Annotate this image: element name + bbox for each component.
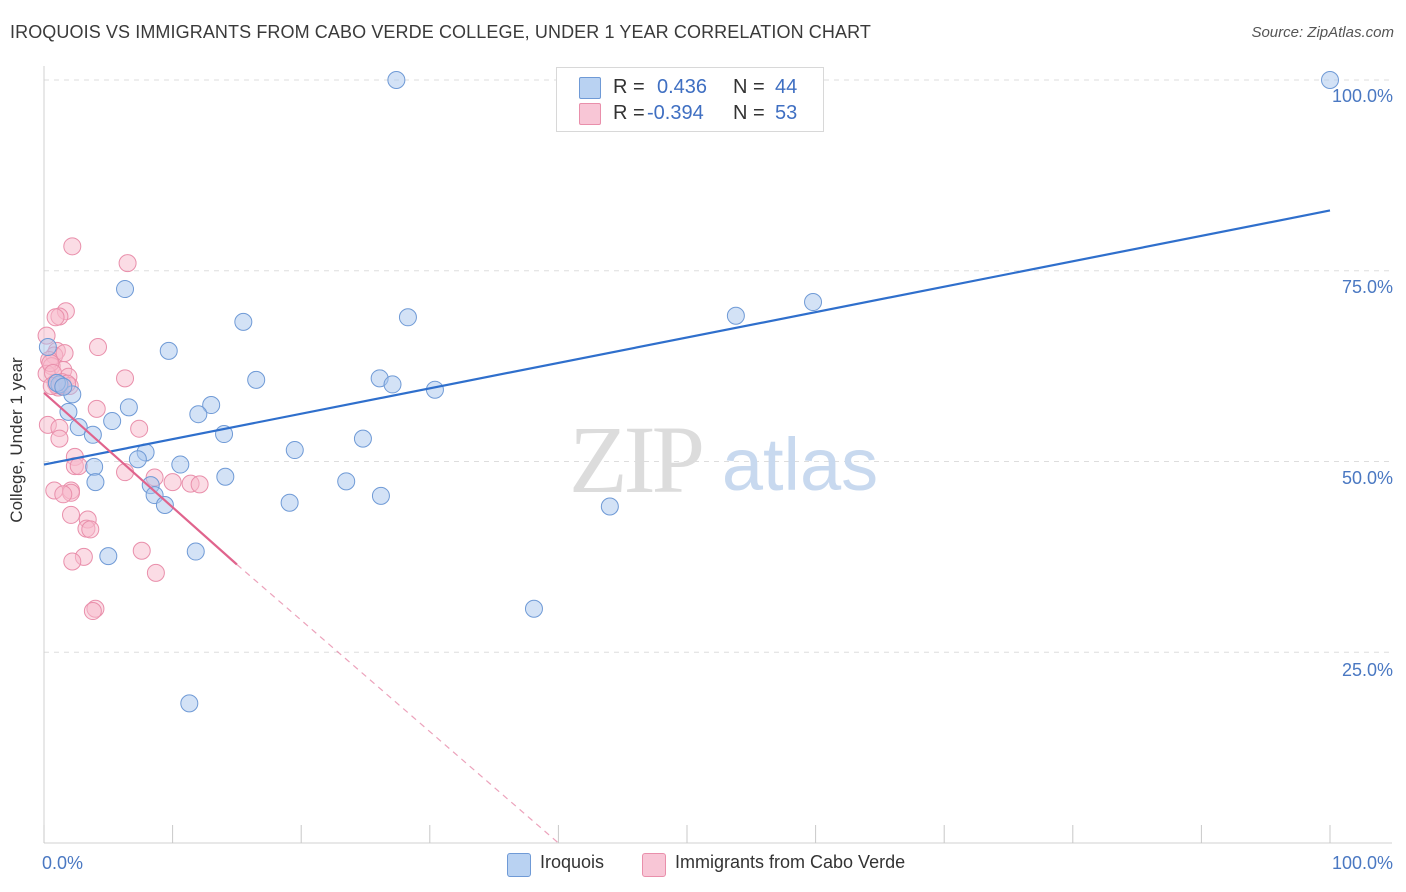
- iroquois-point: [59, 402, 78, 421]
- iroquois-point: [155, 495, 174, 514]
- iroquois-point: [726, 306, 745, 325]
- iroquois-point: [234, 312, 253, 331]
- iroquois-point: [387, 71, 406, 89]
- iroquois-point: [69, 418, 88, 437]
- cabo-verde-point: [81, 520, 100, 539]
- iroquois-point: [371, 486, 390, 505]
- cabo-verde-point: [62, 505, 81, 524]
- axes: [43, 66, 1392, 844]
- cabo-verde-point: [118, 254, 137, 273]
- chart-title: IROQUOIS VS IMMIGRANTS FROM CABO VERDE C…: [10, 22, 871, 42]
- watermark-zip: ZIP: [569, 406, 702, 513]
- series-iroquois-points: [38, 71, 1339, 713]
- bottom-legend-label: Immigrants from Cabo Verde: [675, 852, 906, 872]
- cabo-verde-point: [116, 369, 135, 388]
- iroquois-point: [285, 441, 304, 460]
- legend-r-label: R =: [613, 102, 645, 124]
- legend-n-value: 53: [775, 102, 798, 124]
- legend-swatch-pink: [579, 103, 601, 125]
- iroquois-point: [159, 341, 178, 360]
- iroquois-point: [86, 473, 105, 492]
- cabo-verde-point: [63, 237, 82, 256]
- iroquois-point: [103, 412, 122, 431]
- iroquois-point: [600, 497, 619, 516]
- cabo-verde-point: [83, 602, 102, 621]
- cabo-verde-point: [130, 419, 149, 438]
- cabo-verde-point: [54, 485, 73, 504]
- cabo-verde-point: [190, 475, 209, 494]
- y-tick-label: 75.0%: [1341, 277, 1393, 297]
- iroquois-point: [54, 377, 73, 396]
- bottom-legend-label: Iroquois: [540, 852, 605, 872]
- cabo-verde-trend-line: [43, 392, 238, 566]
- correlation-legend: R = 0.436 N = 44 R = -0.394 N = 53: [556, 67, 824, 132]
- iroquois-point: [804, 293, 823, 312]
- watermark-atlas: atlas: [722, 423, 878, 506]
- cabo-verde-point: [69, 457, 88, 476]
- iroquois-trend-line: [43, 209, 1331, 466]
- x-tick-label: 100.0%: [1331, 853, 1393, 873]
- iroquois-point: [216, 467, 235, 486]
- iroquois-point: [38, 338, 57, 357]
- iroquois-point: [353, 429, 372, 448]
- legend-swatch-blue: [579, 77, 601, 99]
- iroquois-point: [337, 472, 356, 491]
- legend-n-label: N =: [733, 102, 765, 124]
- cabo-verde-point: [55, 344, 74, 363]
- cabo-verde-point: [146, 563, 165, 582]
- iroquois-point: [119, 398, 138, 417]
- x-tick-label: 0.0%: [42, 853, 84, 873]
- iroquois-point: [180, 694, 199, 713]
- iroquois-point: [1321, 71, 1339, 89]
- watermark: ZIP atlas: [569, 406, 878, 513]
- cabo-verde-trend-extension: [236, 564, 559, 844]
- source-label: Source: ZipAtlas.com: [1251, 24, 1394, 41]
- iroquois-point: [128, 450, 147, 469]
- cabo-verde-point: [46, 308, 65, 327]
- iroquois-point: [247, 370, 266, 389]
- iroquois-point: [99, 547, 118, 566]
- cabo-verde-point: [50, 429, 69, 448]
- legend-r-label: R =: [613, 76, 645, 98]
- legend-n-value: 44: [775, 76, 798, 98]
- y-axis-label: College, Under 1 year: [7, 357, 26, 523]
- bottom-legend-swatch-blue: [507, 853, 531, 877]
- legend-n-label: N =: [733, 76, 765, 98]
- y-tick-label: 25.0%: [1341, 660, 1393, 680]
- y-tick-label: 50.0%: [1341, 468, 1393, 488]
- iroquois-point: [524, 599, 543, 618]
- iroquois-point: [85, 457, 104, 476]
- cabo-verde-point: [163, 473, 182, 492]
- cabo-verde-point: [63, 552, 82, 571]
- iroquois-point: [186, 542, 205, 561]
- iroquois-point: [116, 280, 135, 299]
- iroquois-point: [189, 405, 208, 424]
- bottom-legend-swatch-pink: [642, 853, 666, 877]
- gridlines: [44, 79, 1392, 653]
- legend-r-value: -0.394: [647, 102, 704, 124]
- iroquois-point: [425, 380, 444, 399]
- trend-lines: [43, 209, 1331, 844]
- y-tick-label: 100.0%: [1331, 86, 1393, 106]
- iroquois-point: [171, 455, 190, 474]
- iroquois-point: [398, 308, 417, 327]
- cabo-verde-point: [89, 338, 108, 357]
- iroquois-point: [383, 375, 402, 394]
- cabo-verde-point: [132, 541, 151, 560]
- iroquois-point: [202, 396, 221, 415]
- iroquois-point: [280, 493, 299, 512]
- legend-r-value: 0.436: [657, 76, 708, 98]
- cabo-verde-point: [87, 399, 106, 418]
